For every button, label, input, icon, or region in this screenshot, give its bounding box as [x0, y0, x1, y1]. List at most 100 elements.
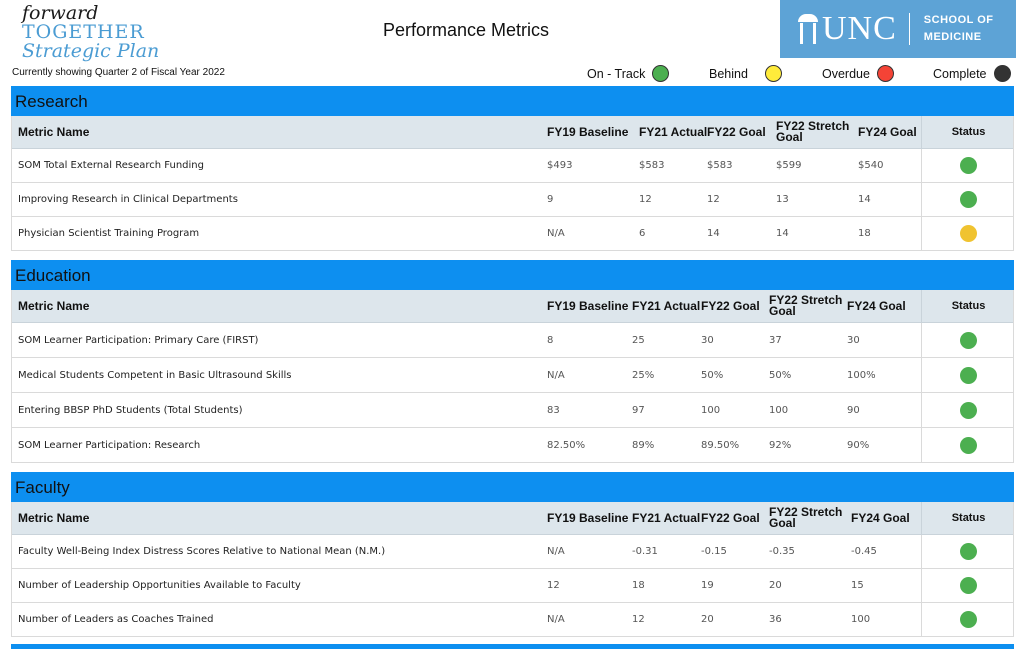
col-metric-name: Metric Name — [18, 511, 90, 525]
fy22-goal-value: 12 — [707, 194, 720, 205]
fy19-baseline-value: N/A — [547, 228, 565, 239]
logo-line-forward: forward — [22, 2, 99, 24]
col-stretch-line2: Goal — [776, 130, 803, 144]
metric-name: Medical Students Competent in Basic Ultr… — [18, 369, 292, 381]
fy19-baseline-value: 9 — [547, 194, 554, 205]
fy19-baseline-value: 12 — [547, 580, 560, 591]
fy19-baseline-value: N/A — [547, 369, 565, 381]
fy22-stretch-value: -0.35 — [769, 546, 795, 557]
fy19-baseline-value: 8 — [547, 334, 554, 346]
col-fy22-goal: FY22 Goal — [701, 299, 760, 313]
black-dot-icon — [993, 65, 1011, 82]
status-on-track-icon — [960, 157, 977, 174]
table-row: Entering BBSP PhD Students (Total Studen… — [12, 393, 1013, 428]
metric-name: Number of Leaders as Coaches Trained — [18, 614, 214, 625]
table-row: Physician Scientist Training Program N/A… — [12, 217, 1013, 251]
fy21-actual-value: 18 — [632, 580, 645, 591]
fy22-goal-value: 100 — [701, 404, 721, 416]
metric-name: SOM Learner Participation: Research — [18, 439, 201, 451]
school-line-1: SCHOOL OF — [923, 14, 994, 26]
col-fy24-goal: FY24 Goal — [851, 511, 910, 525]
yellow-dot-icon — [764, 65, 782, 82]
section-research: Research Metric Name FY19 Baseline FY21 … — [11, 86, 1014, 251]
fy22-stretch-value: 37 — [769, 334, 782, 346]
legend-complete: Complete — [933, 65, 1011, 82]
col-fy22-stretch-goal: FY22 Stretch Goal — [769, 290, 842, 322]
fy21-actual-value: 25 — [632, 334, 645, 346]
fy19-baseline-value: $493 — [547, 160, 573, 171]
col-fy19-baseline: FY19 Baseline — [547, 511, 629, 525]
metric-name: Entering BBSP PhD Students (Total Studen… — [18, 404, 243, 416]
section-title: Education — [11, 260, 1014, 290]
status-on-track-icon — [960, 401, 977, 419]
fy22-stretch-value: 20 — [769, 580, 782, 591]
fy22-goal-value: 89.50% — [701, 439, 740, 451]
status-on-track-icon — [960, 366, 977, 384]
status-on-track-icon — [960, 331, 977, 349]
red-dot-icon — [876, 65, 894, 82]
table-row: SOM Total External Research Funding $493… — [12, 149, 1013, 183]
fy24-goal-value: 90% — [847, 439, 870, 451]
school-of-medicine-text: SCHOOL OF MEDICINE — [924, 12, 994, 46]
col-fy22-goal: FY22 Goal — [701, 511, 760, 525]
col-stretch-line2: Goal — [769, 304, 796, 318]
legend-overdue: Overdue — [822, 65, 894, 82]
col-stretch-line2: Goal — [769, 516, 796, 530]
section-title: Faculty — [11, 472, 1014, 502]
legend-label: Complete — [933, 66, 987, 81]
fy22-goal-value: 20 — [701, 614, 714, 625]
col-status: Status — [921, 502, 1015, 534]
col-fy24-goal: FY24 Goal — [847, 299, 906, 313]
col-status: Status — [921, 290, 1015, 322]
fy21-actual-value: 6 — [639, 228, 646, 239]
legend-behind: Behind — [709, 65, 782, 82]
fy22-stretch-value: $599 — [776, 160, 802, 171]
col-fy21-actual: FY21 Actual — [639, 125, 708, 139]
fy21-actual-value: 89% — [632, 439, 655, 451]
fy19-baseline-value: N/A — [547, 614, 565, 625]
fy21-actual-value: 25% — [632, 369, 655, 381]
legend-label: On - Track — [587, 66, 646, 81]
fy22-stretch-value: 14 — [776, 228, 789, 239]
brand-divider — [908, 13, 910, 45]
col-metric-name: Metric Name — [18, 299, 90, 313]
col-fy22-stretch-goal: FY22 Stretch Goal — [769, 502, 842, 534]
table-row: Number of Leadership Opportunities Avail… — [12, 569, 1013, 603]
metric-name: Physician Scientist Training Program — [18, 228, 200, 239]
col-fy22-stretch-goal: FY22 Stretch Goal — [776, 116, 849, 148]
table-header: Metric Name FY19 Baseline FY21 Actual FY… — [12, 502, 1013, 535]
old-well-icon — [798, 14, 818, 44]
col-stretch-line1: FY22 Stretch — [769, 293, 843, 307]
unc-text: UNC — [822, 10, 897, 47]
page-title: Performance Metrics — [383, 20, 550, 40]
metric-name: Faculty Well-Being Index Distress Scores… — [18, 546, 386, 557]
col-status: Status — [921, 116, 1015, 148]
fy24-goal-value: 100% — [847, 369, 876, 381]
col-stretch-line1: FY22 Stretch — [769, 505, 843, 519]
fy24-goal-value: 14 — [858, 194, 871, 205]
fy22-stretch-value: 50% — [769, 369, 792, 381]
table-row: Medical Students Competent in Basic Ultr… — [12, 358, 1013, 393]
fy22-stretch-value: 92% — [769, 439, 792, 451]
status-on-track-icon — [960, 436, 977, 454]
logo-line-together: TOGETHER — [22, 21, 145, 43]
fy22-goal-value: $583 — [707, 160, 733, 171]
col-fy21-actual: FY21 Actual — [632, 511, 701, 525]
quarter-note: Currently showing Quarter 2 of Fiscal Ye… — [12, 67, 225, 78]
metric-name: Improving Research in Clinical Departmen… — [18, 194, 238, 205]
fy22-goal-value: 50% — [701, 369, 724, 381]
section-title: Research — [11, 86, 1014, 116]
fy22-goal-value: 19 — [701, 580, 714, 591]
col-fy19-baseline: FY19 Baseline — [547, 299, 629, 313]
status-legend: On - Track Behind Overdue Complete — [0, 65, 1024, 83]
table-header: Metric Name FY19 Baseline FY21 Actual FY… — [12, 290, 1013, 323]
fy22-stretch-value: 100 — [769, 404, 789, 416]
fy21-actual-value: 97 — [632, 404, 645, 416]
col-stretch-line1: FY22 Stretch — [776, 119, 850, 133]
metric-name: SOM Learner Participation: Primary Care … — [18, 334, 259, 346]
status-on-track-icon — [960, 191, 977, 208]
school-line-2: MEDICINE — [923, 31, 982, 43]
fy24-goal-value: $540 — [858, 160, 884, 171]
fy24-goal-value: 15 — [851, 580, 864, 591]
table-header: Metric Name FY19 Baseline FY21 Actual FY… — [12, 116, 1013, 149]
